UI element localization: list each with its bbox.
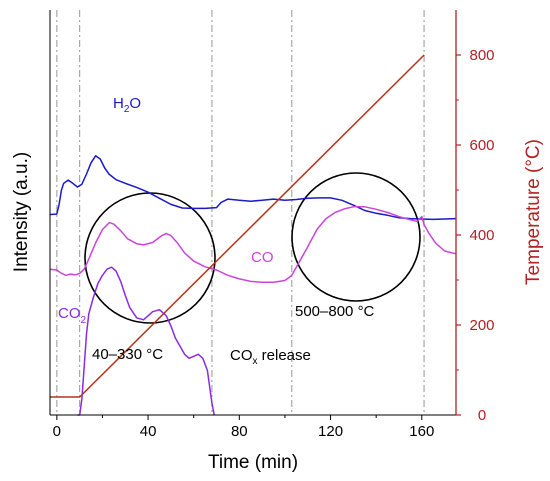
y-right-tick-label-0: 0 [478, 407, 486, 424]
right-axis-title: Temperature (°C) [523, 139, 544, 285]
x-tick-label-40: 40 [140, 423, 157, 440]
series-lines [49, 54, 457, 416]
x-axis-ticks: 0 40 80 120 160 [53, 415, 434, 440]
left-axis-title: Intensity (a.u.) [11, 152, 32, 272]
series-line-co2 [77, 266, 215, 416]
annotation-high-temp: 500–800 °C [295, 303, 375, 320]
series-line-co [49, 206, 457, 283]
highlight-circle-high-temp [291, 172, 421, 302]
series-label-h2o: H2O [113, 95, 141, 115]
x-tick-label-160: 160 [409, 423, 434, 440]
x-tick-label-0: 0 [53, 423, 61, 440]
annotation-low-temp: 40–330 °C [92, 346, 163, 363]
x-tick-label-80: 80 [231, 423, 248, 440]
right-axis-ticks: 0 200 400 600 800 [456, 47, 495, 424]
series-label-co: CO [251, 249, 274, 266]
x-axis-title: Time (min) [208, 452, 298, 473]
y-right-tick-label-800: 800 [469, 47, 494, 64]
x-tick-label-120: 120 [318, 423, 343, 440]
axes [49, 10, 457, 416]
y-right-tick-label-200: 200 [469, 317, 494, 334]
y-right-tick-label-600: 600 [469, 137, 494, 154]
series-label-co2: CO2 [58, 305, 87, 326]
annotation-cox-release: COx release [230, 347, 311, 367]
series-line-temperature [50, 54, 425, 398]
series-line-h2o [49, 155, 457, 221]
y-right-tick-label-400: 400 [469, 227, 494, 244]
